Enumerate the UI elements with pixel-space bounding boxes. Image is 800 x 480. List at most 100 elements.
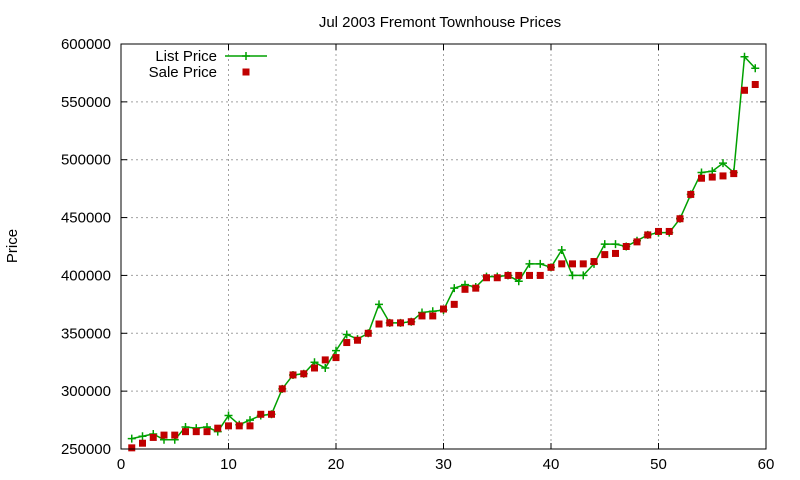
data-point [655,227,662,235]
data-point [375,300,383,309]
data-point [601,251,609,259]
data-point [741,86,748,94]
data-point [461,285,469,293]
data-point [321,364,330,372]
data-point [149,433,157,441]
chart-title: Jul 2003 Fremont Townhouse Prices [319,14,561,31]
data-point [332,346,340,355]
legend-marker [242,52,250,60]
data-point [128,444,136,452]
data-point [342,330,351,339]
legend-label: List Price [155,48,217,65]
data-point [568,271,577,280]
x-tick-label: 0 [117,456,125,473]
data-point [364,329,372,337]
data-series [127,52,760,452]
data-point [536,271,544,279]
data-point [504,271,512,279]
data-point [343,339,351,347]
data-point [719,172,727,180]
data-point [525,259,534,268]
data-point [332,354,340,362]
data-point [751,81,759,88]
data-point [547,263,555,271]
data-point [611,240,620,249]
data-point [235,422,243,430]
data-point [278,385,286,393]
data-point [633,238,641,246]
y-tick-label: 400000 [61,267,111,284]
x-tick-label: 30 [435,456,452,473]
data-point [418,312,426,320]
data-point [719,159,727,168]
data-point [751,64,760,73]
data-point [386,319,394,327]
x-tick-label: 60 [758,456,775,473]
y-tick-label: 500000 [61,152,111,169]
data-point [493,274,501,282]
data-point [182,428,189,436]
y-tick-label: 250000 [61,441,111,458]
data-point [687,190,695,198]
y-tick-label: 450000 [61,210,111,227]
data-point [311,364,318,372]
data-point [708,173,716,181]
x-tick-label: 50 [650,456,667,473]
data-point [171,431,179,439]
data-point [429,312,437,320]
data-point [300,370,308,378]
data-point [579,271,588,280]
data-point [483,274,490,282]
data-point [740,52,749,61]
data-point [138,432,147,441]
data-point [676,215,684,223]
data-point [354,336,361,344]
data-point [225,422,232,430]
data-point [579,260,587,268]
data-point [472,284,480,292]
data-point [569,260,576,268]
data-point [698,174,705,182]
x-tick-label: 20 [328,456,345,473]
data-point [526,271,533,279]
y-axis-label: Price [4,229,21,263]
data-point [644,231,652,239]
data-point [224,411,233,420]
data-point [450,284,459,293]
data-point [397,319,404,327]
y-tick-label: 300000 [61,383,111,400]
data-point [515,271,523,279]
data-point [203,428,211,436]
plot-frame [120,43,767,450]
y-tick-label: 550000 [61,94,111,111]
data-point [730,170,738,178]
data-point [192,428,200,436]
data-point [622,243,630,250]
data-point [536,259,545,268]
data-point [665,227,673,235]
data-point [246,422,254,430]
grid-lines [121,44,766,449]
x-tick-label: 10 [220,456,237,473]
data-point [257,410,265,418]
data-point [375,320,383,328]
data-point [289,371,297,379]
legend-marker [242,68,250,76]
data-point [139,439,146,447]
y-tick-label: 600000 [61,36,111,53]
data-point [321,356,329,364]
data-point [590,258,598,266]
x-tick-label: 40 [543,456,560,473]
data-point [558,260,566,268]
data-point [160,431,168,439]
legend-label: Sale Price [149,64,217,81]
data-point [440,305,447,313]
data-point [127,434,136,443]
data-point [450,300,458,308]
y-tick-label: 350000 [61,325,111,342]
data-point [268,410,275,418]
series-sale-price [128,81,759,452]
